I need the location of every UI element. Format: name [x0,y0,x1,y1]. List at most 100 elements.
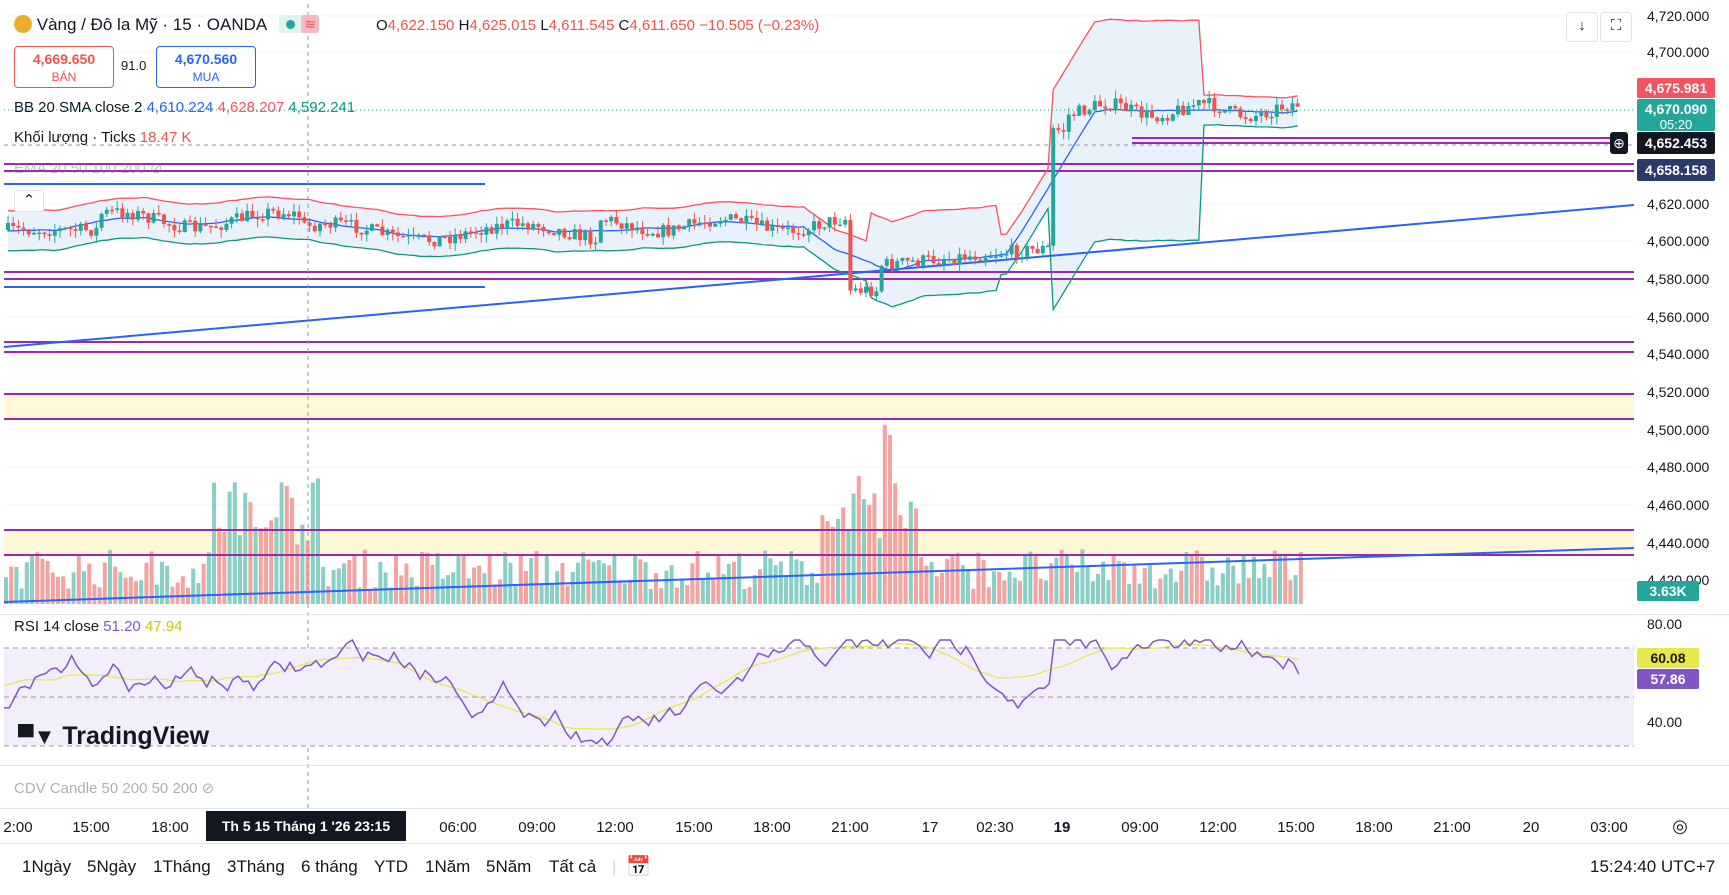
volume-bar [128,576,133,604]
range-6m[interactable]: 6 tháng [301,857,358,876]
candle-body [1160,117,1165,122]
volume-bar [1028,551,1033,604]
range-3m[interactable]: 3Tháng [227,857,285,876]
volume-bar [768,558,773,604]
sell-button[interactable]: 4,669.650 BÁN [14,46,114,88]
volume-bar [30,554,34,604]
candle-body [791,227,796,234]
volume-bar [1210,567,1215,604]
candle-body [364,230,369,235]
range-ytd[interactable]: YTD [374,857,408,876]
candle-body [1004,254,1009,256]
volume-bar [1002,580,1007,604]
volume-bar [160,561,164,604]
time-tick: 03:00 [1590,819,1628,836]
candle-body [687,219,692,227]
volume-bar [347,559,352,604]
time-tick: 20 [1523,819,1540,836]
candle-body [422,234,426,237]
candle-body [1280,104,1284,110]
candle-body [1134,104,1139,107]
candle-body [723,219,728,223]
bottom-toolbar: 1Ngày 5Ngày 1Tháng 3Tháng 6 tháng YTD 1N… [0,843,1729,895]
candle-body [635,227,640,231]
candle-body [188,220,192,222]
calendar-icon[interactable]: 📅 [626,856,651,878]
fullscreen-icon[interactable]: ⛶ [1600,12,1632,42]
candle-body [94,227,99,236]
volume-bar [929,561,934,604]
candle-body [1144,110,1149,118]
eye-off-icon[interactable]: ⊘ [201,780,215,797]
candle-body [728,214,733,220]
volume-bar [264,527,268,604]
ema-legend[interactable]: EMA 20 50 100 200 ⊘ [14,159,163,177]
volume-bar [1059,549,1064,604]
price-tick: 4,600.000 [1647,233,1709,249]
candle-body [338,217,343,221]
candle-body [630,223,634,231]
download-icon[interactable]: ↓ [1566,12,1598,42]
candle-body [302,217,307,223]
rsi-tag-text: 57.86 [1650,671,1685,687]
volume-bar [773,565,778,604]
candle-body [484,227,489,235]
cdv-legend[interactable]: CDV Candle 50 200 50 200 ⊘ [14,779,214,797]
volume-bar [1163,574,1168,604]
volume-bar [206,552,211,604]
supply-zone [4,394,1634,419]
candle-body [1030,246,1035,249]
volume-bar [1241,554,1246,604]
volume-bar [290,497,294,604]
volume-bar [1080,549,1085,604]
rsi-legend[interactable]: RSI 14 close 51.20 47.94 [14,618,182,635]
candle-body [822,227,827,229]
clock[interactable]: 15:24:40 UTC+7 [1590,857,1716,876]
range-5y[interactable]: 5Năm [486,857,532,876]
volume-bar [82,571,86,604]
price-axis[interactable]: 4,720.000 4,700.000 4,620.000 4,600.000 4,58… [1647,8,1709,730]
volume-bar [487,555,492,604]
range-1y[interactable]: 1Năm [425,857,471,876]
close-value: 4,611.650 [629,17,695,34]
candle-body [999,255,1004,257]
range-1d[interactable]: 1Ngày [22,857,72,876]
crosshair-time-text: Th 5 15 Tháng 1 '26 23:15 [222,818,391,834]
price-tick: 4,520.000 [1647,384,1709,400]
candle-body [1077,105,1082,116]
rsi-tick: 80.00 [1647,616,1682,632]
candle-body [853,288,858,291]
cdv-name: CDV Candle 50 200 50 200 [14,780,198,797]
volume-bar [700,579,705,604]
symbol-legend[interactable]: Vàng / Đô la Mỹ · 15 · OANDA ≋ [14,15,320,35]
volume-legend[interactable]: Khối lượng · Ticks 18.47 K [14,129,191,146]
candle-body [1020,256,1024,259]
volume-bar [383,572,388,604]
eye-off-icon[interactable]: ⊘ [149,160,163,177]
add-alert-button[interactable] [1610,132,1628,154]
candle-body [42,232,47,235]
buy-button[interactable]: 4,670.560 MUA [156,46,256,88]
volume-bar [706,572,710,604]
settings-icon[interactable]: ◎ [1672,816,1688,836]
range-1m[interactable]: 1Tháng [153,857,211,876]
candle-body [536,224,541,227]
time-tick: 12:00 [1199,819,1237,836]
candle-body [765,220,770,231]
candle-body [510,218,515,221]
candle-body [182,220,187,232]
candle-body [1155,117,1160,122]
volume-bar [898,515,903,604]
bb-legend[interactable]: BB 20 SMA close 2 4,610.224 4,628.207 4,… [14,99,355,116]
candle-body [141,210,146,214]
collapse-legend-button[interactable]: ⌃ [14,190,44,212]
sell-price: 4,669.650 [32,51,96,67]
range-all[interactable]: Tất cả [549,857,597,876]
volume-bar [617,580,622,604]
time-axis[interactable]: 2:00 15:00 18:00 06:00 09:00 12:00 15:00 18:00 2… [3,819,1627,836]
candle-body [104,209,109,214]
volume-bar [175,582,180,604]
range-5d[interactable]: 5Ngày [87,857,137,876]
candle-body [671,225,676,236]
